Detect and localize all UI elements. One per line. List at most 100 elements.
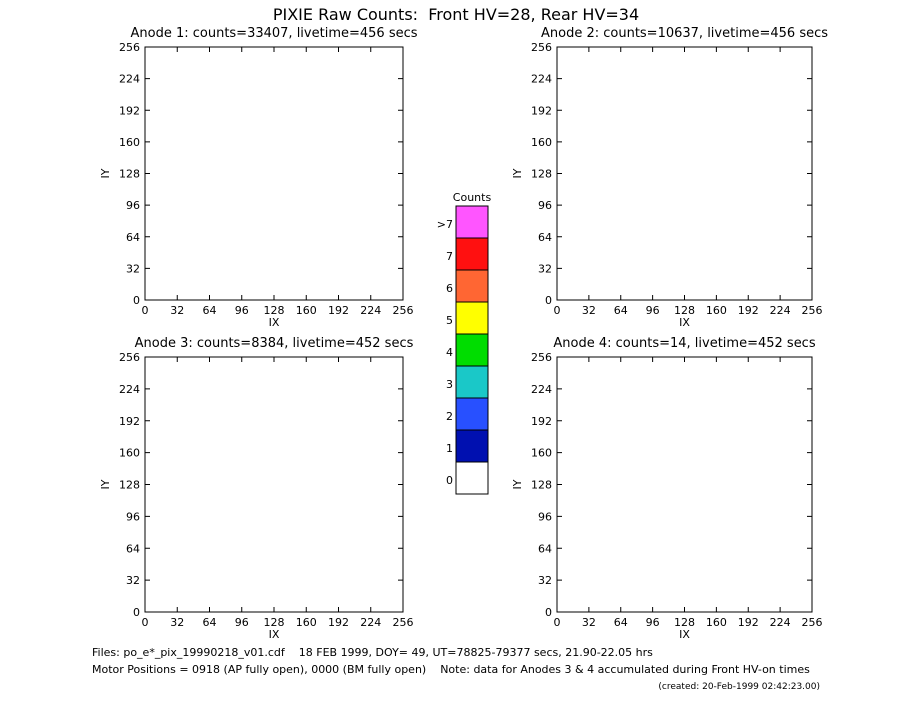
- y-tick-label: 160: [531, 136, 552, 149]
- colorbar-label: 2: [446, 410, 453, 423]
- y-tick-label: 256: [119, 41, 140, 54]
- plot-frame: [144, 356, 404, 613]
- y-tick-label: 64: [538, 542, 552, 555]
- x-axis-label: IX: [269, 316, 280, 329]
- colorbar-swatch: [455, 429, 489, 463]
- chart-title: PIXIE Raw Counts: Front HV=28, Rear HV=3…: [273, 5, 639, 24]
- x-tick-label: 64: [203, 304, 217, 317]
- y-tick-label: 0: [545, 606, 552, 619]
- panel-title: Anode 3: counts=8384, livetime=452 secs: [135, 336, 414, 351]
- x-tick-label: 192: [328, 304, 349, 317]
- y-tick-label: 32: [538, 262, 552, 275]
- x-tick-label: 96: [235, 304, 249, 317]
- panel-title: Anode 2: counts=10637, livetime=456 secs: [541, 26, 828, 41]
- y-tick-label: 32: [126, 262, 140, 275]
- x-tick-label: 128: [264, 616, 285, 629]
- footer-files: Files: po_e*_pix_19990218_v01.cdf 18 FEB…: [92, 646, 653, 659]
- plot-frame: [556, 356, 813, 613]
- colorbar-swatch: [455, 333, 489, 367]
- x-tick-label: 32: [170, 304, 184, 317]
- y-tick-label: 128: [119, 168, 140, 181]
- x-tick-label: 128: [674, 616, 695, 629]
- x-tick-label: 160: [706, 304, 727, 317]
- x-tick-label: 96: [235, 616, 249, 629]
- y-tick-label: 192: [119, 104, 140, 117]
- x-tick-label: 192: [738, 304, 759, 317]
- y-tick-label: 224: [531, 383, 552, 396]
- colorbar-swatch: [455, 461, 489, 495]
- y-tick-label: 64: [126, 542, 140, 555]
- x-tick-label: 0: [142, 616, 149, 629]
- y-axis-label: IY: [99, 168, 112, 178]
- colorbar-label: >7: [437, 218, 453, 231]
- y-tick-label: 192: [531, 415, 552, 428]
- x-tick-label: 224: [770, 616, 791, 629]
- x-axis-label: IX: [679, 316, 690, 329]
- y-tick-label: 0: [133, 606, 140, 619]
- y-tick-label: 0: [133, 294, 140, 307]
- y-tick-label: 224: [119, 383, 140, 396]
- colorbar-label: 5: [446, 314, 453, 327]
- y-tick-label: 160: [531, 447, 552, 460]
- y-axis-label: IY: [99, 479, 112, 489]
- y-tick-label: 192: [119, 415, 140, 428]
- x-tick-label: 256: [802, 304, 823, 317]
- colorbar-label: 4: [446, 346, 453, 359]
- colorbar-label: 1: [446, 442, 453, 455]
- colorbar-swatch: [455, 365, 489, 399]
- plot-frame: [556, 46, 813, 301]
- x-tick-label: 32: [582, 616, 596, 629]
- colorbar-swatch: [455, 237, 489, 271]
- x-tick-label: 64: [614, 616, 628, 629]
- x-tick-label: 256: [393, 304, 414, 317]
- y-tick-label: 256: [119, 351, 140, 364]
- y-tick-label: 96: [538, 510, 552, 523]
- x-tick-label: 224: [360, 616, 381, 629]
- y-tick-label: 64: [126, 231, 140, 244]
- x-tick-label: 160: [296, 304, 317, 317]
- y-tick-label: 224: [531, 73, 552, 86]
- x-axis-label: IX: [679, 628, 690, 641]
- y-tick-label: 160: [119, 136, 140, 149]
- colorbar-swatch: [455, 205, 489, 239]
- y-tick-label: 96: [538, 199, 552, 212]
- panel-title: Anode 4: counts=14, livetime=452 secs: [553, 336, 815, 351]
- x-axis-label: IX: [269, 628, 280, 641]
- x-tick-label: 32: [170, 616, 184, 629]
- colorbar-swatch: [455, 397, 489, 431]
- x-tick-label: 256: [802, 616, 823, 629]
- x-tick-label: 0: [142, 304, 149, 317]
- colorbar-label: 0: [446, 474, 453, 487]
- x-tick-label: 256: [393, 616, 414, 629]
- footer-created: (created: 20-Feb-1999 02:42:23.00): [658, 682, 820, 692]
- colorbar-swatch: [455, 269, 489, 303]
- y-tick-label: 32: [538, 574, 552, 587]
- plot-frame: [144, 46, 404, 301]
- x-tick-label: 0: [554, 304, 561, 317]
- x-tick-label: 128: [264, 304, 285, 317]
- y-axis-label: IY: [511, 168, 524, 178]
- y-tick-label: 128: [119, 479, 140, 492]
- x-tick-label: 160: [706, 616, 727, 629]
- y-tick-label: 256: [531, 41, 552, 54]
- x-tick-label: 0: [554, 616, 561, 629]
- y-axis-label: IY: [511, 479, 524, 489]
- x-tick-label: 96: [646, 616, 660, 629]
- x-tick-label: 32: [582, 304, 596, 317]
- colorbar-label: 6: [446, 282, 453, 295]
- y-tick-label: 192: [531, 104, 552, 117]
- y-tick-label: 128: [531, 168, 552, 181]
- x-tick-label: 224: [360, 304, 381, 317]
- y-tick-label: 96: [126, 510, 140, 523]
- x-tick-label: 128: [674, 304, 695, 317]
- x-tick-label: 192: [738, 616, 759, 629]
- x-tick-label: 64: [203, 616, 217, 629]
- y-tick-label: 64: [538, 231, 552, 244]
- y-tick-label: 96: [126, 199, 140, 212]
- x-tick-label: 64: [614, 304, 628, 317]
- footer-motor: Motor Positions = 0918 (AP fully open), …: [92, 663, 810, 676]
- y-tick-label: 0: [545, 294, 552, 307]
- y-tick-label: 224: [119, 73, 140, 86]
- colorbar-label: 3: [446, 378, 453, 391]
- colorbar-swatch: [455, 301, 489, 335]
